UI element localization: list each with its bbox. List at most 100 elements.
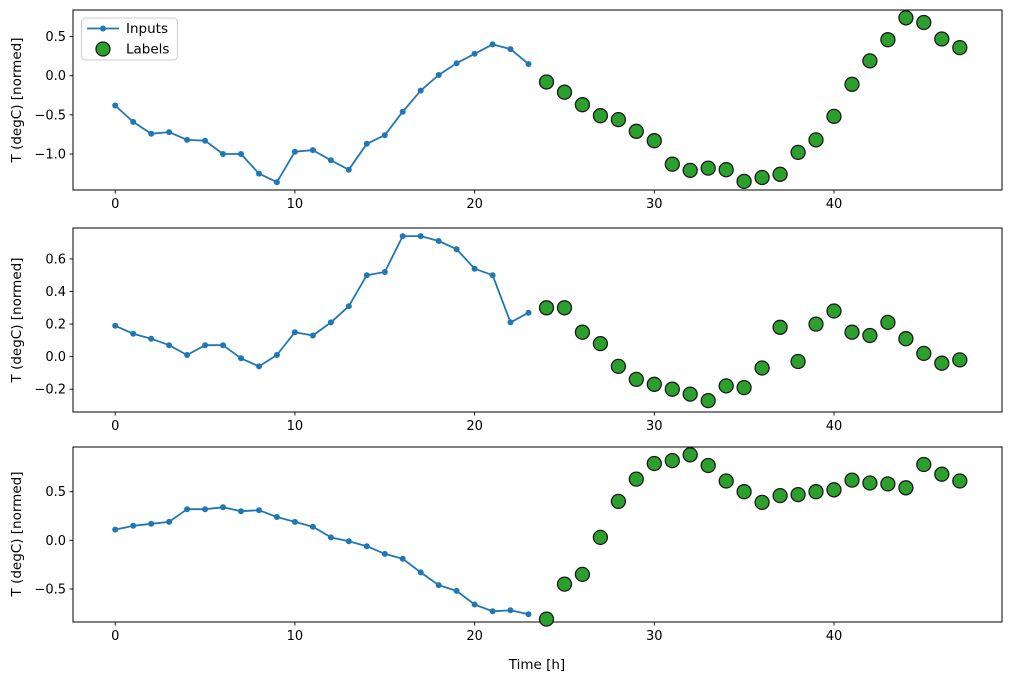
- x-tick-label: 0: [111, 629, 119, 644]
- inputs-marker: [363, 543, 370, 550]
- inputs-marker: [148, 520, 155, 527]
- inputs-marker: [525, 61, 532, 67]
- inputs-marker: [417, 233, 424, 240]
- inputs-marker: [507, 46, 514, 53]
- inputs-marker: [345, 303, 352, 310]
- x-tick-label: 0: [111, 197, 119, 212]
- x-tick-label: 30: [646, 629, 663, 644]
- y-tick-label: −0.5: [34, 108, 66, 123]
- inputs-line: [114, 506, 530, 616]
- labels-marker: [826, 303, 842, 319]
- labels-marker: [754, 169, 770, 186]
- labels-marker: [718, 473, 734, 489]
- labels-marker: [556, 576, 573, 592]
- inputs-marker: [256, 363, 262, 370]
- inputs-marker: [220, 151, 226, 157]
- labels-marker: [790, 486, 806, 503]
- inputs-marker: [327, 319, 334, 326]
- inputs-marker: [148, 130, 155, 137]
- labels-marker: [772, 487, 788, 504]
- labels-marker: [736, 379, 752, 396]
- inputs-marker: [345, 166, 352, 173]
- labels-marker: [790, 353, 806, 370]
- labels-marker: [862, 327, 878, 344]
- inputs-marker: [273, 352, 280, 358]
- labels-marker: [736, 173, 752, 190]
- inputs-marker: [202, 506, 209, 513]
- labels-marker: [556, 84, 573, 100]
- x-tick-label: 20: [466, 197, 483, 212]
- inputs-marker: [112, 526, 119, 533]
- labels-marker: [826, 108, 842, 125]
- inputs-marker: [507, 319, 514, 326]
- labels-marker: [880, 32, 896, 48]
- labels-marker: [574, 566, 591, 583]
- labels-marker: [808, 132, 824, 148]
- labels-marker: [952, 39, 968, 56]
- labels-marker: [862, 475, 878, 491]
- y-tick-label: 0.6: [45, 252, 66, 267]
- inputs-marker: [327, 534, 334, 541]
- inputs-marker: [291, 518, 298, 525]
- labels-marker: [916, 345, 932, 362]
- legend-line-marker-icon: [100, 25, 106, 32]
- labels-marker: [628, 371, 644, 388]
- inputs-marker: [273, 179, 280, 186]
- inputs-marker: [184, 352, 191, 358]
- inputs-marker: [435, 238, 442, 244]
- labels-marker: [682, 386, 698, 402]
- inputs-marker: [453, 60, 460, 67]
- inputs-marker: [166, 518, 173, 525]
- labels-marker: [610, 111, 627, 128]
- x-tick-label: 30: [646, 197, 663, 212]
- inputs-marker: [184, 136, 191, 143]
- y-axis-label-bottom: T (degC) [normed]: [9, 472, 25, 598]
- labels-marker: [844, 76, 860, 92]
- inputs-marker: [327, 157, 334, 164]
- inputs-marker: [417, 87, 424, 94]
- inputs-marker: [435, 582, 442, 589]
- labels-marker: [538, 74, 555, 90]
- labels-marker: [682, 162, 698, 179]
- y-tick-label: 0.0: [45, 534, 66, 549]
- inputs-marker: [453, 587, 460, 594]
- x-tick-label: 40: [826, 197, 843, 212]
- labels-marker: [610, 358, 627, 375]
- labels-marker: [664, 381, 680, 397]
- inputs-marker: [202, 137, 209, 144]
- y-tick-label: 0.0: [45, 69, 66, 84]
- labels-marker: [628, 471, 644, 487]
- labels-marker: [592, 335, 609, 352]
- labels-marker: [934, 355, 950, 371]
- labels-marker: [754, 494, 770, 511]
- subplot-bottom: 0 10 20 30 40 0.5 0.0 −0.5: [34, 446, 1003, 644]
- inputs-marker: [273, 514, 280, 520]
- labels-marker: [934, 466, 950, 482]
- labels-marker: [592, 529, 609, 546]
- inputs-marker: [471, 265, 478, 272]
- inputs-marker: [291, 148, 298, 155]
- inputs-marker: [220, 504, 226, 511]
- inputs-marker: [489, 41, 496, 48]
- y-tick-label: −0.5: [34, 582, 66, 597]
- y-tick-label: −0.2: [34, 383, 66, 398]
- x-tick-label: 10: [287, 197, 304, 212]
- inputs-marker: [148, 335, 155, 342]
- y-tick-label: 0.2: [45, 318, 66, 333]
- inputs-marker: [238, 355, 244, 362]
- labels-marker: [700, 457, 716, 474]
- labels-marker: [808, 484, 824, 500]
- labels-marker: [952, 352, 968, 368]
- inputs-marker: [309, 332, 316, 339]
- labels-marker: [646, 455, 662, 472]
- inputs-marker: [184, 506, 191, 513]
- labels-marker: [916, 14, 932, 31]
- axes-frame: [72, 227, 1003, 413]
- inputs-marker: [256, 507, 262, 514]
- inputs-marker: [202, 342, 209, 349]
- labels-marker: [772, 166, 788, 182]
- labels-marker: [898, 331, 914, 347]
- subplot-middle: 0 10 20 30 40 0.6 0.4 0.2 0.0 −0.2: [34, 227, 1003, 434]
